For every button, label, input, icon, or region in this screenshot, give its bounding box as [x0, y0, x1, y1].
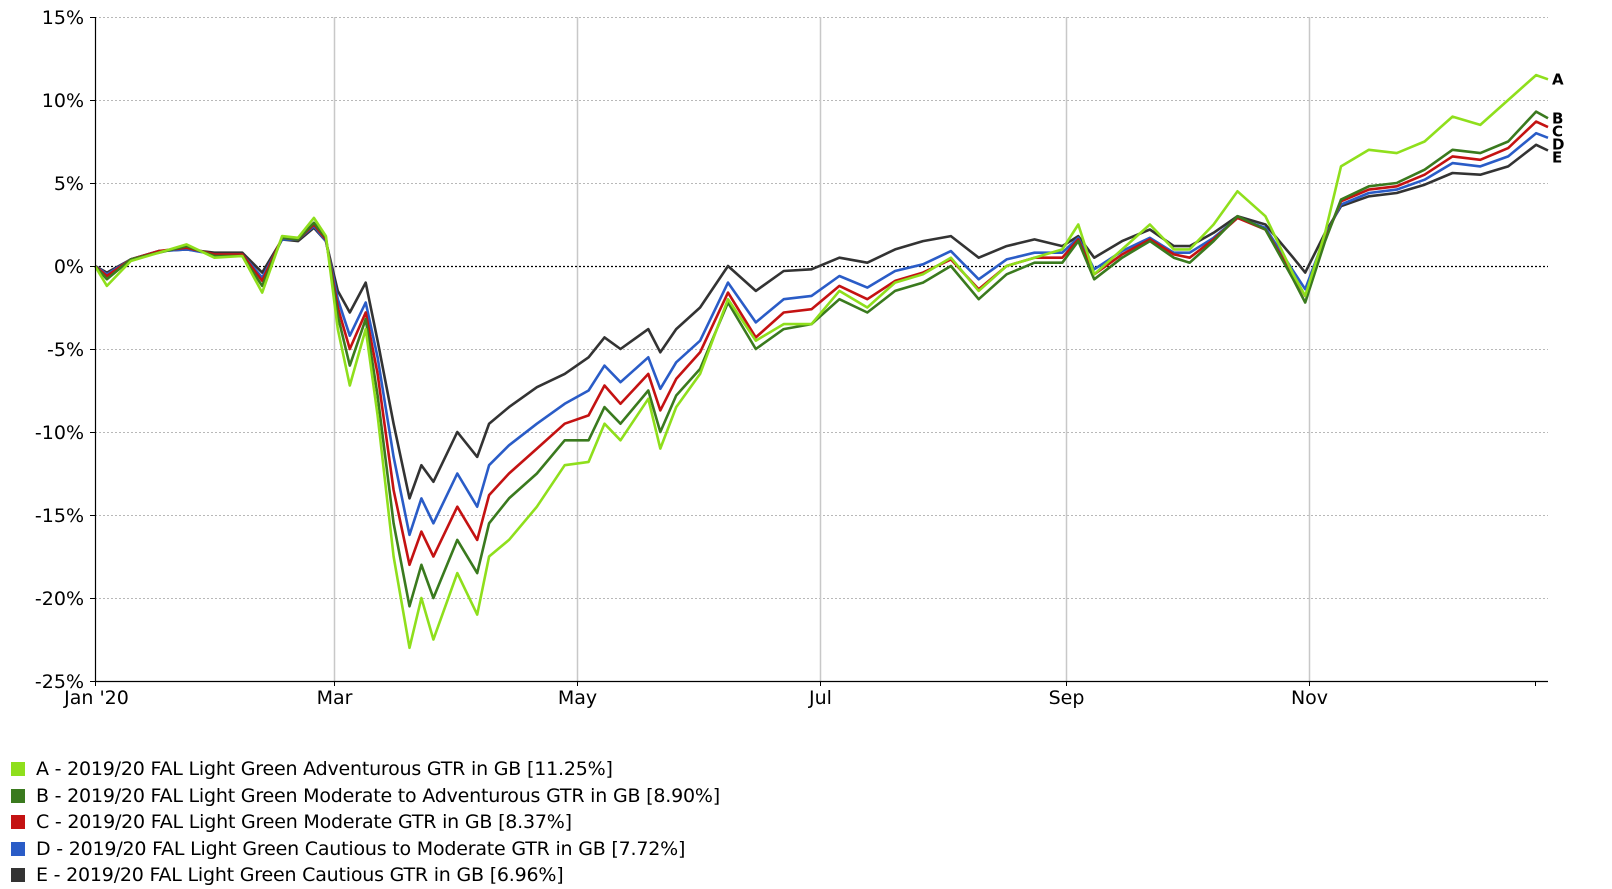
series-line-c	[94, 120, 1549, 567]
legend-swatch	[11, 868, 25, 883]
y-tick-label: -20%	[35, 588, 84, 610]
legend-swatch	[11, 762, 25, 777]
y-tick-label: 0%	[54, 256, 84, 278]
legend-swatch	[11, 841, 25, 856]
grid	[95, 17, 1548, 681]
series-line-d	[94, 131, 1549, 537]
axes	[90, 17, 1548, 686]
series-line-b	[94, 110, 1549, 608]
y-tick-label: -15%	[35, 505, 84, 527]
x-tick-label: May	[558, 687, 597, 709]
y-tick-label: 10%	[42, 90, 84, 112]
x-axis-ticks: Jan '20 Mar May Jul Sep Nov	[63, 687, 1328, 709]
legend-item[interactable]: B - 2019/20 FAL Light Green Moderate to …	[11, 783, 720, 810]
series-end-label: C	[1552, 122, 1563, 140]
y-axis-ticks: 15% 10% 5% 0% -5% -10% -15% -20% -25%	[35, 7, 84, 693]
legend-label: E - 2019/20 FAL Light Green Cautious GTR…	[36, 864, 564, 887]
legend-label: B - 2019/20 FAL Light Green Moderate to …	[36, 784, 720, 807]
legend-label: C - 2019/20 FAL Light Green Moderate GTR…	[36, 811, 572, 834]
y-tick-label: 15%	[42, 7, 84, 29]
y-tick-label: -10%	[35, 422, 84, 444]
legend-label: D - 2019/20 FAL Light Green Cautious to …	[36, 837, 686, 860]
x-tick-label: Jan '20	[63, 687, 129, 709]
legend-item[interactable]: D - 2019/20 FAL Light Green Cautious to …	[11, 836, 720, 863]
x-tick-label: Sep	[1049, 687, 1085, 709]
legend-swatch	[11, 815, 25, 830]
series-line-e	[94, 143, 1549, 500]
legend-label: A - 2019/20 FAL Light Green Adventurous …	[36, 758, 613, 781]
series-line-a	[93, 73, 1549, 650]
x-tick-label: Mar	[317, 687, 353, 709]
legend: A - 2019/20 FAL Light Green Adventurous …	[11, 756, 720, 889]
legend-item[interactable]: A - 2019/20 FAL Light Green Adventurous …	[11, 756, 720, 783]
legend-item[interactable]: C - 2019/20 FAL Light Green Moderate GTR…	[11, 809, 720, 836]
y-tick-label: 5%	[54, 173, 84, 195]
y-tick-label: -25%	[35, 671, 84, 693]
series-end-label: E	[1552, 148, 1562, 166]
x-tick-label: Jul	[808, 687, 832, 709]
series-lines	[93, 73, 1549, 650]
series-end-label: D	[1552, 135, 1564, 153]
series-end-label: B	[1552, 109, 1563, 127]
series-end-label: A	[1552, 70, 1564, 88]
legend-swatch	[11, 788, 25, 803]
x-tick-label: Nov	[1291, 687, 1328, 709]
legend-item[interactable]: E - 2019/20 FAL Light Green Cautious GTR…	[11, 862, 720, 889]
y-tick-label: -5%	[47, 339, 84, 361]
